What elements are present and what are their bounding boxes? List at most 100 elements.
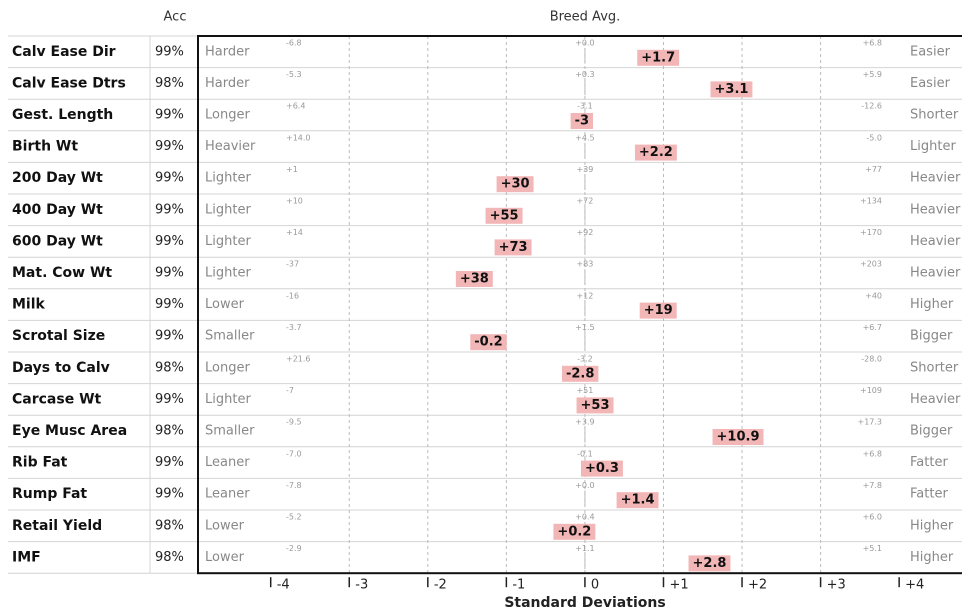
accuracy: 98%: [155, 518, 184, 533]
x-tick-label: +2: [748, 578, 767, 593]
accuracy: 99%: [155, 139, 184, 154]
high-label: Heavier: [910, 234, 961, 249]
trait-name: Birth Wt: [12, 139, 78, 155]
ebv-label: +3.1: [715, 82, 749, 97]
low-label: Harder: [205, 76, 250, 91]
ebv-marker: [710, 81, 753, 98]
scale-mid: -0.1: [577, 449, 593, 458]
ebv-label: +19: [644, 303, 673, 318]
scale-high: +203: [860, 260, 882, 269]
scale-mid: +92: [576, 228, 593, 237]
accuracy: 99%: [155, 44, 184, 59]
scale-low: -7.0: [286, 449, 302, 458]
ebv-marker: [494, 239, 532, 256]
high-label: Shorter: [910, 108, 959, 123]
ebv-marker: [616, 492, 659, 509]
scale-low: -7: [286, 386, 294, 395]
scale-low: -3.7: [286, 323, 302, 332]
low-label: Heavier: [205, 139, 256, 154]
ebv-label: +2.8: [693, 556, 727, 571]
trait-name: Calv Ease Dir: [12, 44, 116, 60]
scale-high: +40: [865, 291, 882, 300]
scale-low: +14: [286, 228, 303, 237]
scale-mid: +0.3: [575, 70, 594, 79]
ebv-marker: [637, 49, 680, 66]
x-tick-label: -1: [512, 578, 525, 593]
accuracy: 98%: [155, 550, 184, 565]
low-label: Lower: [205, 297, 245, 312]
scale-low: +10: [286, 197, 303, 206]
scale-low: -5.3: [286, 70, 302, 79]
low-label: Smaller: [205, 424, 255, 439]
ebv-label: +0.2: [557, 524, 591, 539]
scale-mid: -3.1: [577, 102, 593, 111]
ebv-marker: [455, 271, 493, 287]
scale-low: -5.2: [286, 513, 302, 522]
ebv-marker: [576, 397, 614, 414]
high-label: Easier: [910, 76, 951, 91]
scale-low: -9.5: [286, 418, 302, 427]
low-label: Lower: [205, 550, 245, 565]
scale-mid: +4.5: [575, 133, 594, 142]
ebv-marker: [470, 334, 507, 351]
accuracy: 99%: [155, 108, 184, 123]
ebv-marker: [634, 144, 677, 161]
ebv-label: +53: [581, 398, 610, 413]
low-label: Smaller: [205, 329, 255, 344]
scale-mid: +3.9: [575, 418, 594, 427]
low-label: Lighter: [205, 266, 251, 281]
ebv-marker: [580, 460, 623, 477]
high-label: Bigger: [910, 424, 953, 439]
scale-low: -37: [286, 260, 299, 269]
scale-high: +109: [860, 386, 882, 395]
high-label: Heavier: [910, 266, 961, 281]
scale-high: +7.8: [863, 481, 882, 490]
x-tick-label: -4: [277, 578, 290, 593]
ebv-label: +38: [460, 272, 489, 287]
low-label: Lighter: [205, 171, 251, 186]
high-label: Heavier: [910, 392, 961, 407]
ebv-marker: [496, 176, 534, 193]
accuracy: 99%: [155, 234, 184, 249]
low-label: Leaner: [205, 487, 250, 502]
ebv-label: +0.3: [585, 461, 619, 476]
trait-name: Retail Yield: [12, 518, 102, 534]
high-label: Higher: [910, 297, 954, 312]
scale-high: -28.0: [861, 355, 882, 364]
scale-mid: -3.2: [577, 355, 593, 364]
x-tick-label: +4: [905, 578, 924, 593]
ebv-marker: [639, 302, 677, 319]
accuracy: 99%: [155, 202, 184, 217]
high-label: Higher: [910, 518, 954, 533]
accuracy: 99%: [155, 297, 184, 312]
x-tick-label: -3: [355, 578, 368, 593]
scale-mid: +83: [576, 260, 593, 269]
low-label: Lighter: [205, 392, 251, 407]
scale-mid: +51: [576, 386, 593, 395]
scale-mid: +1.1: [575, 544, 594, 553]
ebv-label: +1.4: [621, 493, 655, 508]
scale-low: -7.8: [286, 481, 302, 490]
high-label: Shorter: [910, 360, 959, 375]
ebv-label: -3: [575, 114, 589, 129]
trait-name: Mat. Cow Wt: [12, 265, 112, 281]
accuracy: 99%: [155, 392, 184, 407]
ebv-marker: [561, 365, 599, 382]
scale-low: +1: [286, 165, 298, 174]
trait-name: Calv Ease Dtrs: [12, 75, 126, 91]
high-label: Fatter: [910, 487, 948, 502]
ebv-label: +73: [499, 240, 528, 255]
low-label: Longer: [205, 360, 250, 375]
scale-high: +17.3: [857, 418, 882, 427]
ebv-label: +55: [490, 208, 519, 223]
ebv-marker: [485, 207, 523, 224]
ebv-label: +2.2: [639, 145, 673, 160]
scale-low: +6.4: [286, 102, 305, 111]
scale-high: -12.6: [861, 102, 882, 111]
scale-mid: +12: [576, 291, 593, 300]
scale-low: +14.0: [286, 133, 311, 142]
x-tick-label: +3: [827, 578, 846, 593]
trait-name: 200 Day Wt: [12, 170, 103, 186]
scale-low: -16: [286, 291, 299, 300]
